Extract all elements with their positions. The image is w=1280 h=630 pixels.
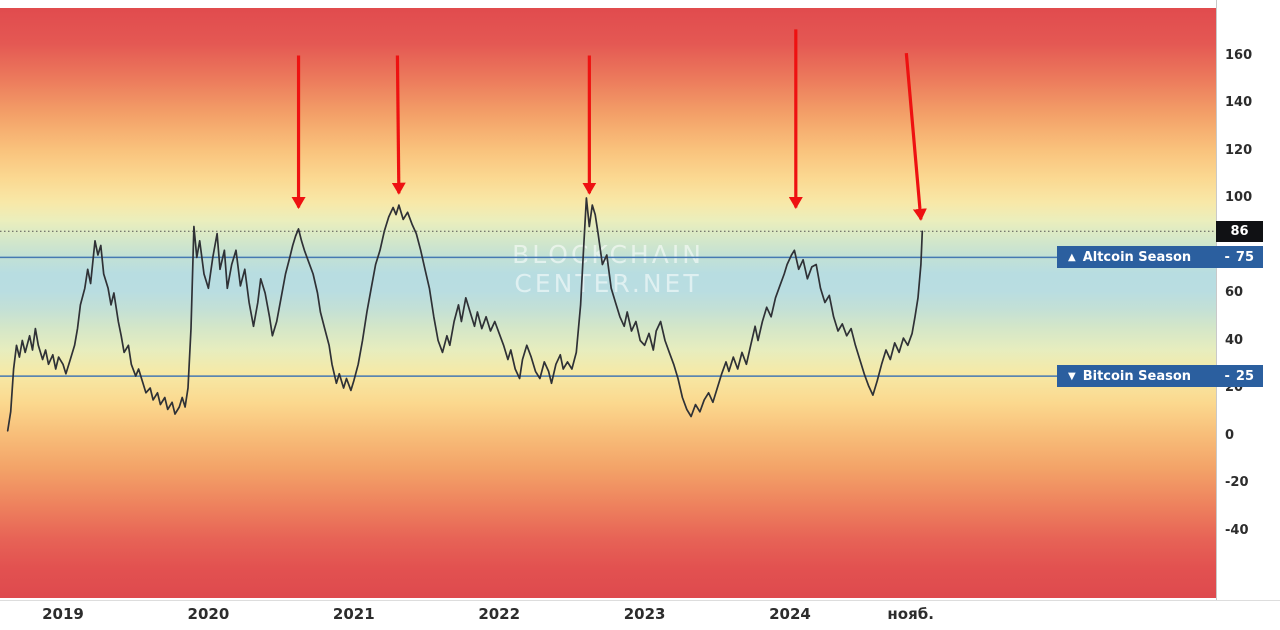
x-axis-label: 2023 bbox=[623, 605, 666, 623]
price-axis[interactable]: 160 140 120 100 60 40 20 0 -20 -40 bbox=[1216, 0, 1280, 600]
x-axis-label: 2021 bbox=[332, 605, 375, 623]
y-axis-label: -20 bbox=[1225, 475, 1249, 490]
y-axis-label: 140 bbox=[1225, 95, 1253, 110]
current-value-badge: 86 bbox=[1216, 220, 1263, 242]
y-axis-label: 120 bbox=[1225, 142, 1253, 158]
bitcoin-season-badge: ▼ Bitcoin Season - 25 bbox=[1057, 365, 1263, 388]
x-axis-label: 2024 bbox=[769, 605, 811, 623]
x-axis-label: нояб. bbox=[887, 605, 934, 623]
bitcoin-separator: - bbox=[1224, 368, 1230, 384]
x-axis-label: 2020 bbox=[187, 605, 230, 623]
chart-canvas[interactable] bbox=[0, 0, 1216, 600]
y-axis-label: 100 bbox=[1225, 190, 1253, 205]
x-axis-label: 2022 bbox=[478, 605, 521, 623]
y-axis-label: 60 bbox=[1225, 285, 1244, 300]
down-triangle-icon: ▼ bbox=[1068, 370, 1076, 382]
current-value-text: 86 bbox=[1230, 223, 1249, 239]
y-axis-label: 160 bbox=[1225, 47, 1253, 63]
series-line bbox=[6, 197, 924, 432]
x-axis-label: 2019 bbox=[42, 605, 84, 623]
annotation-arrow bbox=[904, 52, 927, 221]
annotation-arrow bbox=[391, 55, 406, 195]
bitcoin-level-value: 25 bbox=[1235, 368, 1254, 384]
y-axis-label: -40 bbox=[1225, 522, 1249, 538]
bitcoin-season-label: Bitcoin Season bbox=[1082, 368, 1192, 384]
time-axis[interactable]: 2019 2020 2021 2022 2023 2024 нояб. bbox=[0, 600, 1280, 630]
altcoin-separator: - bbox=[1224, 249, 1230, 265]
altcoin-season-badge: ▲ Altcoin Season - 75 bbox=[1057, 246, 1263, 269]
altcoin-level-value: 75 bbox=[1235, 249, 1254, 265]
y-axis-label: 40 bbox=[1225, 332, 1244, 348]
y-axis-label: 0 bbox=[1225, 427, 1235, 443]
up-triangle-icon: ▲ bbox=[1068, 251, 1076, 263]
altcoin-season-label: Altcoin Season bbox=[1082, 249, 1192, 265]
chart-plot-area[interactable] bbox=[0, 8, 1216, 598]
